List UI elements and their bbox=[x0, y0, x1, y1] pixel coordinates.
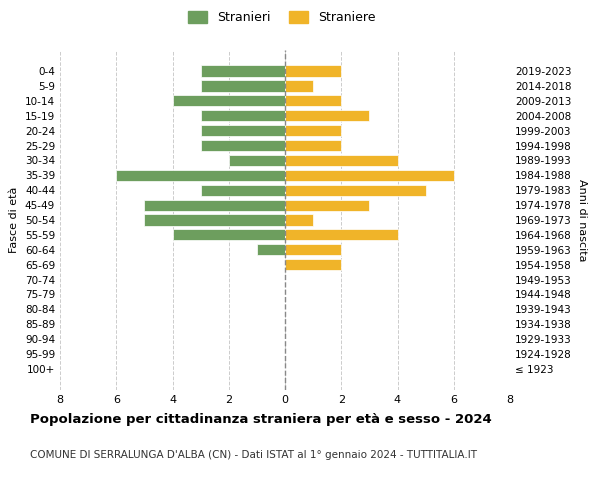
Text: COMUNE DI SERRALUNGA D'ALBA (CN) - Dati ISTAT al 1° gennaio 2024 - TUTTITALIA.IT: COMUNE DI SERRALUNGA D'ALBA (CN) - Dati … bbox=[30, 450, 477, 460]
Bar bbox=[173, 230, 285, 240]
Bar bbox=[285, 200, 370, 210]
Y-axis label: Anni di nascita: Anni di nascita bbox=[577, 179, 587, 261]
Bar bbox=[145, 200, 285, 210]
Bar bbox=[116, 170, 285, 181]
Bar bbox=[200, 184, 285, 196]
Bar bbox=[285, 244, 341, 256]
Legend: Stranieri, Straniere: Stranieri, Straniere bbox=[184, 6, 380, 29]
Bar bbox=[285, 140, 341, 151]
Bar bbox=[200, 110, 285, 122]
Bar bbox=[285, 125, 341, 136]
Bar bbox=[285, 80, 313, 92]
Bar bbox=[145, 214, 285, 226]
Bar bbox=[200, 140, 285, 151]
Bar bbox=[285, 66, 341, 76]
Y-axis label: Fasce di età: Fasce di età bbox=[10, 187, 19, 253]
Bar bbox=[285, 170, 454, 181]
Bar bbox=[200, 80, 285, 92]
Bar bbox=[285, 155, 398, 166]
Bar bbox=[285, 95, 341, 106]
Bar bbox=[173, 95, 285, 106]
Bar bbox=[285, 230, 398, 240]
Bar bbox=[200, 125, 285, 136]
Text: Popolazione per cittadinanza straniera per età e sesso - 2024: Popolazione per cittadinanza straniera p… bbox=[30, 412, 492, 426]
Bar bbox=[285, 184, 425, 196]
Bar bbox=[257, 244, 285, 256]
Bar bbox=[229, 155, 285, 166]
Bar bbox=[285, 214, 313, 226]
Bar bbox=[200, 66, 285, 76]
Bar bbox=[285, 259, 341, 270]
Bar bbox=[285, 110, 370, 122]
